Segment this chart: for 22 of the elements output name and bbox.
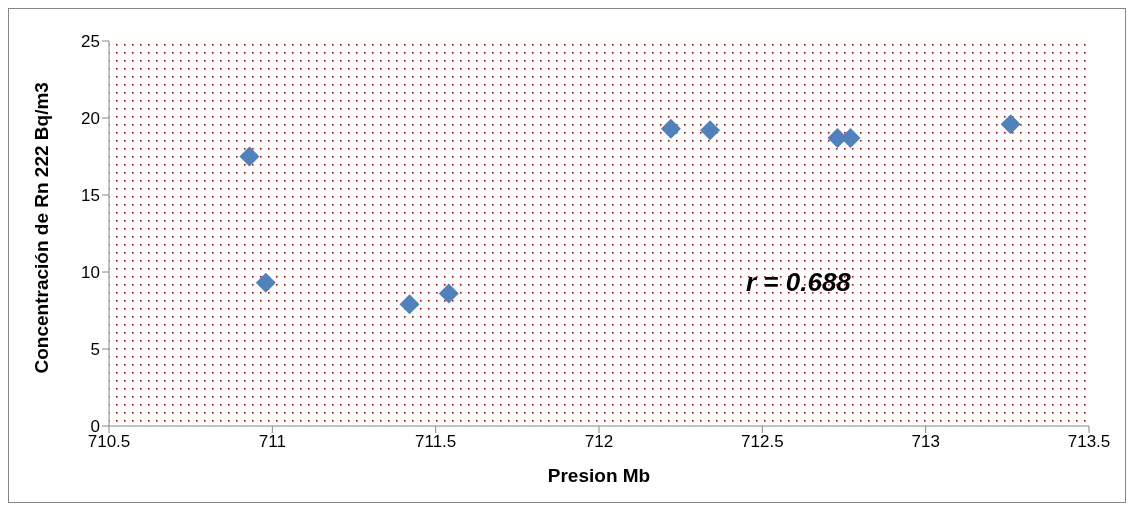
- x-tick-label: 711.5: [415, 432, 457, 452]
- point: [700, 120, 721, 141]
- x-tick-label: 712: [584, 432, 614, 452]
- point: [1000, 114, 1021, 135]
- x-tick-label: 713.5: [1067, 432, 1111, 452]
- y-tick-label: 15: [81, 186, 100, 206]
- x-tick-label: 713: [911, 432, 940, 452]
- point: [438, 283, 459, 304]
- x-tick-label: 711: [258, 432, 286, 452]
- x-tick-label: 710.5: [87, 432, 131, 452]
- point: [255, 272, 276, 293]
- annotation: r = 0.688: [746, 267, 852, 298]
- x-axis-title: Presion Mb: [547, 465, 651, 486]
- x-tick-label: 712.5: [741, 432, 784, 452]
- y-tick-label: 5: [90, 340, 100, 360]
- y-tick-label: 25: [81, 32, 100, 52]
- y-axis-title: Concentración de Rn 222 Bq/m3: [30, 82, 52, 374]
- y-tick-label: 20: [81, 109, 100, 129]
- point: [399, 294, 420, 315]
- point: [660, 118, 681, 139]
- y-tick-label: 10: [81, 263, 100, 283]
- point: [239, 146, 260, 167]
